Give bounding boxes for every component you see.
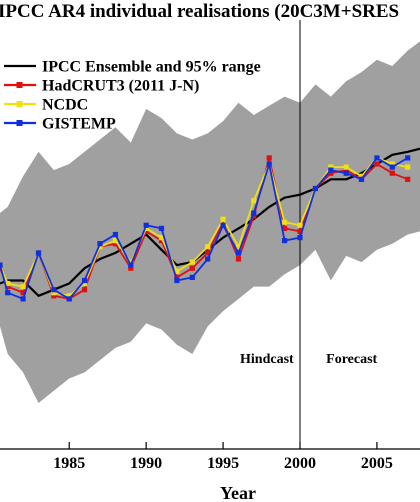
series-3-point-21	[312, 185, 318, 192]
series-1-point-26	[389, 170, 395, 176]
series-3-point-5	[66, 296, 72, 302]
series-1-point-22	[328, 170, 334, 176]
series-3-point-16	[235, 250, 242, 256]
series-3-point-20	[297, 235, 303, 241]
chart-title: IPCC AR4 individual realisations (20C3M+…	[0, 1, 399, 22]
series-2-point-9	[128, 259, 134, 265]
series-1-point-23	[343, 167, 349, 173]
legend-marker-2	[16, 101, 23, 107]
series-3-point-2	[20, 296, 26, 302]
series-line-3	[0, 156, 409, 300]
series-3-point-19	[282, 238, 288, 244]
annotation-1: Forecast	[326, 352, 377, 367]
legend: IPCC Ensemble and 95% range HadCRUT3 (201…	[4, 59, 261, 133]
series-2-point-19	[282, 219, 288, 225]
series-2-point-4	[51, 290, 57, 296]
series-2-point-13	[189, 259, 195, 265]
series-3-point-6	[82, 277, 88, 284]
series-2-point-7	[97, 244, 103, 250]
series-2-point-27	[405, 164, 411, 170]
series-1-point-2	[20, 290, 26, 296]
series-3-point-4	[51, 287, 57, 293]
series-1-point-25	[374, 161, 380, 167]
series-3-point-13	[189, 274, 195, 280]
series-2-point-11	[158, 235, 165, 241]
series-2-point-1	[5, 280, 11, 287]
legend-entry-3: GISTEMP	[42, 116, 116, 133]
ensemble-range-band	[0, 41, 420, 404]
series-2-point-6	[82, 280, 88, 287]
series-3-point-10	[143, 222, 149, 228]
series-1-point-27	[405, 176, 411, 182]
series-3-point-1	[5, 290, 11, 296]
x-tick-label-4: 2005	[361, 455, 393, 472]
series-2-point-2	[20, 284, 26, 290]
series-1-point-6	[82, 287, 88, 293]
series-2-point-20	[297, 222, 303, 228]
series-1-point-20	[297, 228, 303, 234]
series-1-point-13	[189, 265, 195, 271]
legend-entry-0: IPCC Ensemble and 95% range	[42, 59, 261, 76]
series-2-point-5	[66, 293, 72, 299]
series-2-point-24	[358, 173, 365, 179]
series-1-point-4	[51, 293, 57, 299]
series-1-point-16	[235, 256, 242, 262]
series-2-point-10	[143, 225, 149, 231]
series-1-point-15	[220, 219, 226, 225]
legend-marker-1	[16, 82, 23, 88]
x-tick-label-1: 1990	[130, 455, 162, 472]
legend-marker-3	[16, 120, 23, 126]
series-3-point-26	[389, 164, 395, 170]
series-3-point-27	[405, 155, 411, 161]
series-3-point-23	[343, 170, 349, 176]
series-2-point-22	[328, 164, 334, 170]
series-2-point-14	[205, 244, 211, 250]
series-3-point-0	[0, 262, 3, 268]
series-2-point-8	[112, 238, 118, 244]
series-3-point-11	[158, 225, 165, 231]
x-axis-title: Year	[220, 483, 256, 502]
legend-entry-1: HadCRUT3 (2011 J-N)	[42, 78, 199, 95]
x-tick-label-2: 1995	[207, 455, 239, 472]
series-1-point-17	[251, 213, 257, 219]
series-3-point-3	[35, 250, 42, 256]
series-3-point-22	[328, 167, 334, 173]
plot-area: Hindcast Forecast 1985 1990 1995 2000 2005	[0, 20, 420, 472]
series-3-point-7	[97, 241, 103, 247]
series-3-point-15	[220, 222, 226, 228]
series-1-point-10	[143, 228, 149, 234]
legend-entry-2: NCDC	[42, 97, 88, 114]
series-1-point-8	[112, 241, 118, 247]
series-0	[0, 147, 420, 297]
series-2-point-26	[389, 161, 395, 167]
annotation-0: Hindcast	[240, 352, 294, 367]
series-2-point-15	[220, 216, 226, 222]
series-3-point-14	[205, 256, 211, 262]
series-3-point-12	[174, 277, 180, 284]
x-tick-label-0: 1985	[53, 455, 85, 472]
series-1-point-1	[5, 284, 11, 290]
series-3	[0, 155, 411, 302]
series-2-point-16	[235, 244, 242, 250]
series-3-point-24	[358, 176, 365, 182]
series-1-point-19	[282, 225, 288, 231]
series-2-point-12	[174, 268, 180, 274]
series-3-point-18	[266, 161, 272, 167]
series-2-point-23	[343, 164, 349, 170]
series-3-point-8	[112, 231, 118, 238]
series-2-point-17	[251, 198, 257, 204]
series-1-point-18	[266, 155, 272, 161]
series-3-point-25	[374, 155, 380, 161]
series-1-point-11	[158, 238, 165, 244]
series-line-0	[0, 147, 420, 297]
plot-inner	[0, 20, 420, 449]
x-tick-label-3: 2000	[284, 455, 316, 472]
series-3-point-9	[128, 262, 134, 268]
series-1-point-9	[128, 265, 134, 271]
series-1-point-14	[205, 250, 211, 256]
series-3-point-17	[251, 210, 257, 216]
